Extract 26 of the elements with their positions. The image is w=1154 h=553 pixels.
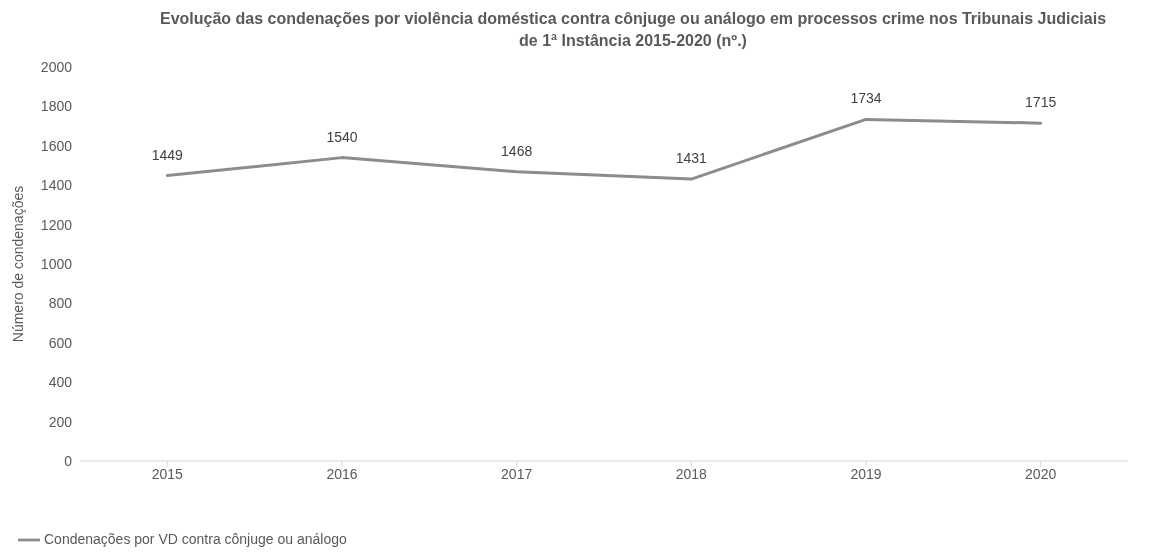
y-tick-label: 2000 [40,58,73,75]
data-label: 1715 [1025,94,1057,111]
x-tick-label: 2018 [675,465,708,482]
y-tick-label: 0 [64,452,73,469]
y-tick-label: 800 [48,295,73,312]
x-tick-label: 2019 [850,465,882,482]
x-tick-label: 2017 [501,465,533,482]
y-axis-title: Número de condenações [9,185,26,343]
chart-title: Evolução das condenações por violência doméstica contra cônjuge ou análogo em processos crime nos Tribunais Judiciais de 1ª Instância 2015-2020 (nº.) [158,9,1108,51]
y-tick-label: 1800 [40,98,73,115]
y-tick-label: 1400 [40,177,73,194]
data-label: 1468 [501,142,533,159]
data-label: 1540 [326,128,358,145]
y-tick-label: 1600 [40,137,73,154]
x-tick-label: 2015 [151,465,184,482]
y-tick-label: 1000 [40,255,73,272]
legend-label: Condenações por VD contra cônjuge ou análogo [44,530,347,547]
x-tick-label: 2016 [326,465,358,482]
data-label: 1734 [850,90,882,107]
data-label: 1449 [151,146,184,163]
y-tick-label: 400 [48,374,73,391]
y-tick-label: 600 [48,334,73,351]
data-label: 1431 [675,150,708,167]
x-tick-label: 2020 [1025,465,1057,482]
y-tick-label: 200 [48,413,73,430]
y-tick-label: 1200 [40,216,73,233]
